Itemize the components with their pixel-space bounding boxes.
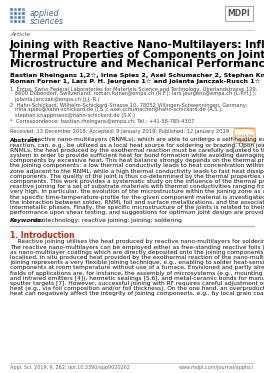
Bar [10,20,13,23]
Text: Joining with Reactive Nano-Multilayers: Influence of: Joining with Reactive Nano-Multilayers: … [10,40,264,50]
Text: *  Correspondence: bastian.rheingans@empa.ch; Tel.: +41-58-765-4307: * Correspondence: bastian.rheingans@empa… [10,119,194,123]
Text: reactive joining for a set of substrate materials with thermal conductivities ra: reactive joining for a set of substrate … [10,184,264,189]
Text: Bastian Rheingans 1,2☆, Irina Spies 2, Axel Schumacher 2, Stephan Knappmann 2,: Bastian Rheingans 1,2☆, Irina Spies 2, A… [10,72,264,78]
Text: as nano-multilayer coatings which are directly deposited onto the joining compon: as nano-multilayer coatings which are di… [10,250,264,255]
Text: components by excessive heat. This heat balance strongly depends on the thermal : components by excessive heat. This heat … [10,158,264,163]
Text: 2  Hahn-Schickard, Wilhelm-Schickard-Strasse 10, 78052 Villingen-Schwenningen, G: 2 Hahn-Schickard, Wilhelm-Schickard-Stra… [10,103,248,107]
Text: Microstructure and Mechanical Performance: Microstructure and Mechanical Performanc… [10,59,264,69]
Text: irina.spies@hahn-schickard.de (I.S.); axel.schumacher@hahn-schickard.de (A.S.);: irina.spies@hahn-schickard.de (I.S.); ax… [10,107,223,113]
Bar [10,16,13,19]
Text: The reactive nano-multilayers can be employed either as free-standing reactive f: The reactive nano-multilayers can be emp… [10,245,264,250]
Text: www.mdpi.com/journal/applsci: www.mdpi.com/journal/applsci [179,365,254,370]
Bar [14,8,17,11]
Text: components at room temperature without use of a furnace. Envisioned and partly a: components at room temperature without u… [10,266,264,270]
Text: heat (e.g., via foil composition and/or foil thickness). On the one hand, an ove: heat (e.g., via foil composition and/or … [10,286,264,291]
Text: MDPI: MDPI [227,9,250,18]
Text: localised, in situ produced heat provided by the exothermal reaction of the nano: localised, in situ produced heat provide… [10,255,264,260]
Text: performance upon shear testing, and suggestions for optimum joint design are pro: performance upon shear testing, and sugg… [10,210,264,215]
Text: intermetallic phases. Finally, the specific microstructure of the joints is rela: intermetallic phases. Finally, the speci… [10,205,264,210]
Bar [18,16,21,19]
Bar [22,20,25,23]
Bar [14,16,17,19]
Text: jolanta.janczak@empa.ch (J.J.-R.): jolanta.janczak@empa.ch (J.J.-R.) [10,97,100,101]
Bar [10,8,13,11]
Text: zone adjacent to the RNML, while a high thermal conductivity leads to fast heat : zone adjacent to the RNML, while a high … [10,169,264,174]
Text: ✓
check for
updates: ✓ check for updates [235,129,254,143]
Bar [18,20,21,23]
Bar [22,8,25,11]
Bar [22,16,25,19]
Text: the joining components: a low thermal conductivity leads to heat concentration w: the joining components: a low thermal co… [10,163,264,169]
Text: Appl. Sci. 2019, 9, 262; doi:10.3390/app9020262: Appl. Sci. 2019, 9, 262; doi:10.3390/app… [10,365,130,370]
Text: the specific time-temperature-profile for the given component material is invest: the specific time-temperature-profile fo… [10,195,264,200]
Text: the interaction between solder, RNML foil and surface metallizations, and the as: the interaction between solder, RNML foi… [10,200,264,205]
Text: stephan.knappmann@hahn-schickard.de (S.K.): stephan.knappmann@hahn-schickard.de (S.K… [10,113,135,117]
Text: RNMLs, the heat produced by the exothermal reaction must be carefully adjusted t: RNMLs, the heat produced by the exotherm… [10,148,264,153]
Bar [22,12,25,15]
Bar [14,12,17,15]
Text: Reactive nano-multilayers (RNMLs), which are able to undergo a self-heating exot: Reactive nano-multilayers (RNMLs), which… [28,138,264,142]
Bar [14,20,17,23]
Text: fields of applications are, for instance, the assembly of microsystems (e.g., mo: fields of applications are, for instance… [10,271,264,276]
Text: sputter targets [7]. However, successful joining with RF requires careful adjust: sputter targets [7]. However, successful… [10,281,264,286]
Text: reaction, can, e.g., be utilized as a local heat source for soldering or brazing: reaction, can, e.g., be utilized as a lo… [10,143,264,148]
Text: very high. In particular, the evolution of the microstructure within the joining: very high. In particular, the evolution … [10,189,264,194]
Bar [10,12,13,15]
Text: and infrared emitters [4]), hermetic sealings [5,6], and metal-ceramic bonds for: and infrared emitters [4]), hermetic sea… [10,276,264,281]
Bar [18,8,21,11]
Text: Received: 13 December 2018; Accepted: 9 January 2019; Published: 12 January 2019: Received: 13 December 2018; Accepted: 9 … [10,129,229,135]
Text: components. The quality of the joint is thus co-determined by the thermal proper: components. The quality of the joint is … [10,174,264,179]
Text: system in order to provide sufficient heat for bond formation while avoiding dam: system in order to provide sufficient he… [10,153,264,158]
Text: Thermal Properties of Components on Joint: Thermal Properties of Components on Join… [10,50,264,60]
Text: joining represents a very flexible joining technique, e.g., enabling to solder h: joining represents a very flexible joini… [10,260,264,265]
Text: 8600 Dübendorf, Switzerland; roman.forner@empa.ch (R.F.); lars.jeurgens@empa.ch : 8600 Dübendorf, Switzerland; roman.forne… [10,91,257,97]
Text: Abstract:: Abstract: [10,138,41,142]
Text: 1. Introduction: 1. Introduction [10,232,75,241]
Text: Roman Forner 1, Lars P. H. Jeurgens 1☆ and Jolanta Janczak-Rusch 1☆: Roman Forner 1, Lars P. H. Jeurgens 1☆ a… [10,78,260,84]
Text: 1  Empa, Swiss Federal Laboratories for Materials Science and Technology, Überla: 1 Empa, Swiss Federal Laboratories for M… [10,87,257,92]
Text: Reactive joining utilises the heat produced by reactive nano-multilayers for sol: Reactive joining utilises the heat produ… [10,239,264,244]
Text: Article: Article [10,32,30,37]
Bar [18,12,21,15]
Text: applied: applied [30,9,60,18]
Text: nanotechnology; reactive joining; joining; soldering: nanotechnology; reactive joining; joinin… [29,219,182,223]
Text: components. This work provides a systematic study on the influence of the therma: components. This work provides a systema… [10,179,264,184]
Text: heat can negatively affect the integrity of joining components, e.g., by local g: heat can negatively affect the integrity… [10,292,264,297]
Text: sciences: sciences [30,17,64,26]
Text: Keywords:: Keywords: [10,219,44,223]
